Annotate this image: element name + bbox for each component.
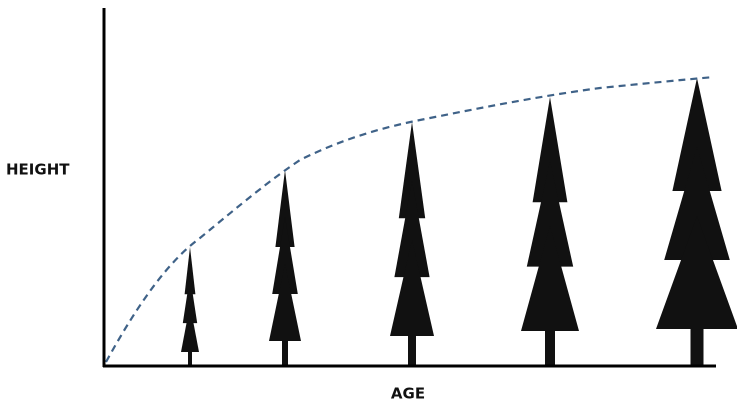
trees: [181, 78, 737, 366]
tree-trunk: [282, 339, 288, 366]
tree-tier: [272, 217, 298, 294]
tree-tier: [184, 247, 196, 295]
tree-tier: [181, 304, 199, 352]
y-axis-label: HEIGHT: [6, 161, 70, 179]
growth-curve: [105, 75, 715, 363]
tree-tier: [269, 264, 301, 341]
tree-trunk: [188, 350, 192, 366]
tree-tier: [526, 161, 574, 267]
x-axis-label: AGE: [391, 385, 425, 403]
tree-tier: [532, 97, 568, 203]
tree-tier: [390, 239, 434, 336]
tree-tier: [672, 78, 722, 191]
tree-tier: [664, 147, 730, 260]
tree-tier: [394, 180, 430, 278]
tree-tier: [398, 122, 426, 219]
tree-trunk: [690, 327, 704, 366]
tree-trunk: [545, 329, 555, 366]
tree-trunk: [408, 334, 416, 366]
tree-tier: [182, 275, 198, 324]
tree-tier: [275, 170, 295, 247]
tree-tier: [656, 216, 737, 329]
tree-tier: [521, 225, 579, 331]
